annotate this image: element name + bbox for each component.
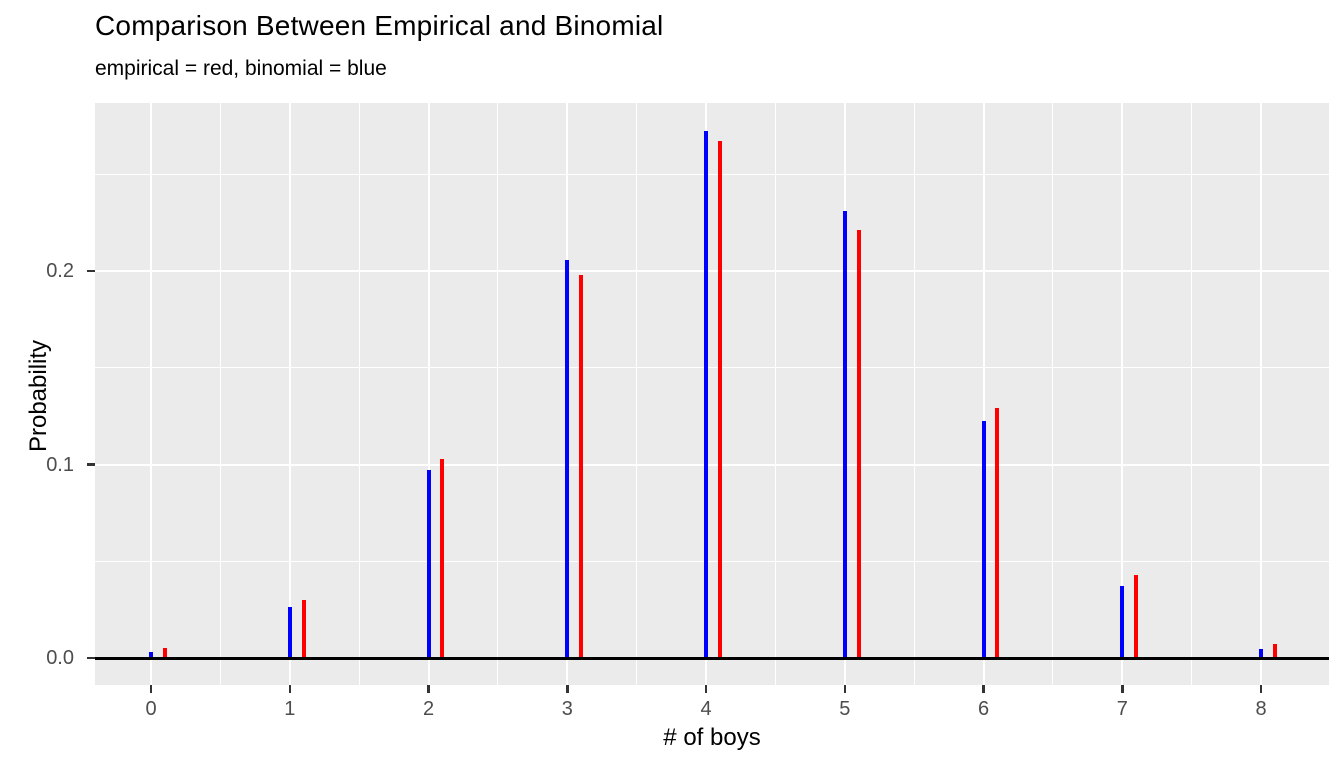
y-axis-title: Probability [25,339,52,453]
empirical-bar [440,458,445,660]
x-minor-gridline [1191,103,1193,685]
x-tick-mark [1259,685,1263,693]
y-tick-mark [87,269,95,273]
x-tick-mark [982,685,985,693]
x-tick-label: 3 [561,698,573,720]
x-tick-mark [566,685,569,693]
x-tick-label: 6 [977,698,990,720]
x-tick-label: 0 [145,698,157,720]
binomial-bar [1120,586,1125,660]
y-major-gridline [95,270,1329,272]
x-major-gridline [288,103,291,685]
x-axis-title: # of boys [663,724,761,751]
x-axis-line [95,656,1329,660]
x-major-gridline [1260,103,1262,685]
x-tick-mark [1121,685,1124,693]
plot-panel [95,103,1329,685]
empirical-bar [1272,644,1277,660]
x-tick-label: 7 [1116,698,1128,720]
chart-subtitle: empirical = red, binomial = blue [95,57,387,80]
y-tick-mark [87,656,95,660]
x-tick-mark [288,685,291,693]
binomial-bar [149,652,153,660]
binomial-bar [981,420,986,660]
empirical-bar [162,648,167,660]
x-minor-gridline [358,103,360,685]
x-tick-mark [427,685,430,693]
x-tick-label: 2 [422,698,435,720]
y-major-gridline [95,463,1329,466]
x-major-gridline [982,103,985,685]
y-minor-gridline [95,173,1329,175]
empirical-bar [717,141,722,660]
x-major-gridline [1121,103,1124,685]
empirical-bar [995,408,1000,660]
x-major-gridline [427,103,430,685]
chart-title: Comparison Between Empirical and Binomia… [95,10,664,41]
y-tick-label: 0.0 [46,647,74,669]
empirical-bar [301,599,306,660]
empirical-bar [856,230,861,660]
x-tick-mark [149,685,153,693]
x-minor-gridline [913,103,915,685]
x-tick-label: 8 [1255,698,1267,720]
binomial-bar [426,470,431,660]
empirical-bar [1134,574,1139,660]
x-minor-gridline [497,103,499,685]
x-tick-mark [704,685,708,693]
empirical-bar [579,274,584,660]
y-minor-gridline [95,560,1329,562]
x-minor-gridline [1052,103,1054,685]
binomial-bar [1259,648,1263,660]
binomial-bar [287,607,292,660]
binomial-bar [842,210,847,660]
y-tick-mark [87,463,95,466]
x-tick-label: 1 [284,698,296,720]
binomial-bar [704,130,708,660]
binomial-bar [565,260,570,660]
x-tick-label: 5 [839,698,851,720]
x-minor-gridline [636,103,638,685]
x-minor-gridline [219,103,221,685]
x-major-gridline [150,103,152,685]
y-tick-label: 0.2 [46,260,74,282]
y-minor-gridline [95,367,1329,369]
x-minor-gridline [774,103,776,685]
y-tick-label: 0.1 [46,453,74,476]
x-tick-label: 4 [700,698,712,720]
x-tick-mark [843,685,846,693]
